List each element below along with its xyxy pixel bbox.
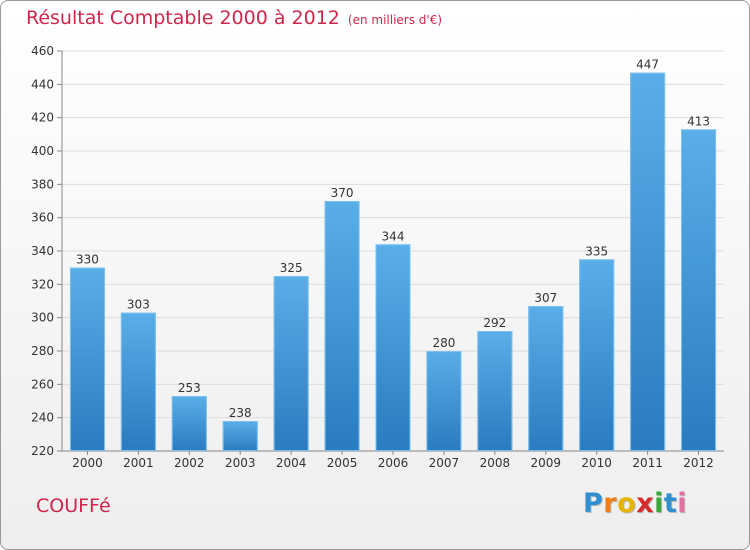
bar-outline: [375, 244, 411, 451]
value-label-2002: 253: [178, 381, 201, 395]
logo-letter: i: [677, 488, 688, 519]
bar-2012: [681, 129, 717, 452]
y-tick-label: 420: [31, 111, 54, 125]
y-tick-label: 360: [31, 211, 54, 225]
bar-outline: [579, 259, 615, 452]
x-tick-label-2010: 2010: [581, 456, 612, 470]
logo-letter: x: [636, 488, 655, 519]
bar-outline: [273, 276, 309, 451]
bar-outline: [426, 351, 462, 451]
bar-2001: [120, 312, 156, 451]
logo-letter: P: [583, 488, 604, 519]
value-label-2011: 447: [636, 58, 659, 72]
x-tick-label-2003: 2003: [225, 456, 256, 470]
bar-2009: [528, 306, 564, 451]
x-tick-label-2004: 2004: [276, 456, 307, 470]
logo-letter: t: [663, 488, 678, 519]
value-label-2006: 344: [382, 229, 405, 243]
y-tick-label: 340: [31, 244, 54, 258]
logo-letter: r: [603, 488, 618, 519]
y-tick-label: 240: [31, 411, 54, 425]
x-tick-label-2012: 2012: [683, 456, 714, 470]
bar-2002: [171, 396, 207, 451]
x-tick-label-2005: 2005: [327, 456, 358, 470]
value-label-2010: 335: [585, 244, 608, 258]
bar-outline: [681, 129, 717, 451]
y-tick-label: 440: [31, 77, 54, 91]
logo-letter: i: [654, 488, 664, 519]
value-label-2001: 303: [127, 298, 150, 312]
x-tick-label-2000: 2000: [72, 456, 103, 470]
value-label-2007: 280: [432, 336, 455, 350]
x-tick-label-2011: 2011: [632, 456, 663, 470]
bar-outline: [630, 72, 666, 452]
bar-2006: [375, 244, 411, 451]
chart-subtitle: (en milliers d'€): [347, 13, 443, 27]
chart-title-text: Résultat Comptable 2000 à 2012: [26, 7, 340, 29]
value-label-2000: 330: [76, 253, 99, 267]
bar-2008: [477, 331, 513, 451]
logo-letter: o: [617, 488, 637, 519]
x-tick-label-2008: 2008: [480, 456, 511, 470]
value-label-2008: 292: [483, 316, 506, 330]
x-tick-label-2002: 2002: [174, 456, 205, 470]
y-tick-label: 460: [31, 44, 54, 58]
y-tick-label: 220: [31, 444, 54, 458]
bar-2005: [324, 201, 360, 451]
bar-2003: [222, 421, 258, 451]
x-tick-label-2001: 2001: [123, 456, 154, 470]
bar-outline: [69, 267, 105, 451]
bar-2011: [630, 72, 666, 452]
y-tick-label: 320: [31, 277, 54, 291]
value-label-2005: 370: [331, 186, 354, 200]
bar-outline: [477, 331, 513, 451]
bar-outline: [222, 421, 258, 451]
bar-2000: [69, 267, 105, 451]
y-tick-label: 280: [31, 344, 54, 358]
bar-outline: [324, 201, 360, 451]
y-tick-label: 300: [31, 311, 54, 325]
y-tick-label: 400: [31, 144, 54, 158]
x-tick-label-2007: 2007: [429, 456, 460, 470]
y-tick-label: 380: [31, 177, 54, 191]
y-tick-label: 260: [31, 377, 54, 391]
chart-title: Résultat Comptable 2000 à 2012 (en millie…: [26, 7, 442, 29]
value-label-2003: 238: [229, 406, 252, 420]
bar-2007: [426, 351, 462, 451]
x-tick-label-2006: 2006: [378, 456, 409, 470]
bar-outline: [171, 396, 207, 451]
commune-name: COUFFé: [36, 495, 111, 517]
x-tick-label-2009: 2009: [530, 456, 561, 470]
bar-outline: [528, 306, 564, 451]
bar-2010: [579, 259, 615, 451]
value-label-2004: 325: [280, 261, 303, 275]
bar-2004: [273, 276, 309, 451]
value-label-2009: 307: [534, 291, 557, 305]
value-label-2012: 413: [687, 114, 710, 128]
bar-outline: [120, 312, 156, 451]
proxiti-logo: Proxiti: [583, 488, 687, 519]
